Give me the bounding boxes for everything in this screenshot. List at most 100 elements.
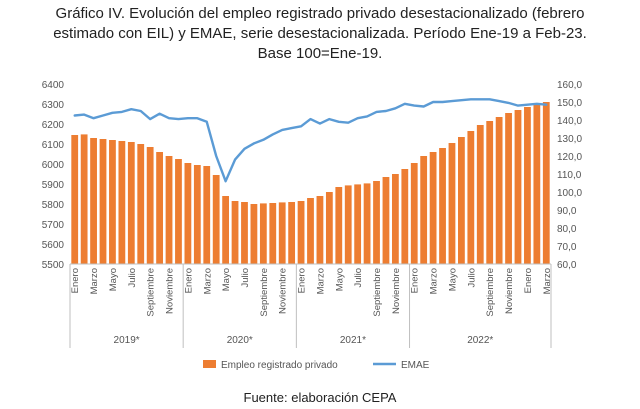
bar <box>109 140 116 264</box>
bar <box>80 134 88 264</box>
bar <box>222 196 230 264</box>
x-month-tick-label: Mayo <box>334 268 345 291</box>
y-left-tick-label: 6200 <box>42 120 65 131</box>
bar <box>307 198 314 264</box>
bar <box>420 156 428 264</box>
x-month-tick-label: Marzo <box>429 268 440 294</box>
bar <box>476 125 484 264</box>
y-right-tick-label: 90,0 <box>557 206 577 217</box>
bar <box>401 169 409 264</box>
legend-bar-label: Empleo registrado privado <box>221 360 338 371</box>
legend-line-label: EMAE <box>401 360 430 371</box>
x-month-tick-label: Septiembre <box>485 268 496 317</box>
bar <box>231 201 239 264</box>
bar <box>373 181 380 264</box>
y-right-tick-label: 60,0 <box>557 260 577 271</box>
x-month-tick-label: Septiembre <box>372 268 383 317</box>
chart-title: Gráfico IV. Evolución del empleo registr… <box>0 4 640 64</box>
bar <box>410 163 418 264</box>
x-month-tick-label: Julio <box>240 268 251 288</box>
y-right-tick-label: 120,0 <box>557 152 582 163</box>
x-month-tick-label: Marzo <box>202 268 213 294</box>
bar <box>137 144 145 264</box>
y-left-tick-label: 5600 <box>42 240 65 251</box>
bar <box>439 148 446 264</box>
bar <box>90 138 97 264</box>
bar <box>156 152 163 264</box>
bar <box>467 131 475 264</box>
x-year-label: 2019* <box>114 335 140 346</box>
x-month-tick-label: Enero <box>410 268 421 293</box>
bar <box>316 196 324 264</box>
x-month-tick-label: Enero <box>297 268 308 293</box>
y-left-tick-label: 6100 <box>42 140 65 151</box>
x-month-tick-label: Enero <box>523 268 534 293</box>
bar <box>203 166 211 264</box>
bar <box>165 156 173 264</box>
y-right-tick-label: 150,0 <box>557 98 582 109</box>
x-month-tick-label: Mayo <box>108 268 119 291</box>
bar <box>524 107 531 264</box>
y-right-tick-label: 140,0 <box>557 116 582 127</box>
legend-bar-swatch <box>203 360 216 368</box>
y-right-tick-label: 80,0 <box>557 224 577 235</box>
x-month-tick-label: Enero <box>183 268 194 293</box>
x-month-tick-label: Marzo <box>89 268 100 294</box>
x-month-tick-label: Mayo <box>221 268 232 291</box>
bar <box>71 135 79 264</box>
bar <box>146 147 154 264</box>
y-left-tick-label: 5900 <box>42 180 65 191</box>
emae-line <box>73 98 548 183</box>
x-year-label: 2020* <box>227 335 253 346</box>
y-right-tick-label: 70,0 <box>557 242 577 253</box>
bar <box>458 137 465 264</box>
bar <box>297 201 305 264</box>
x-month-tick-label: Enero <box>70 268 81 293</box>
y-left-tick-label: 6400 <box>42 80 65 91</box>
bar <box>335 187 343 264</box>
x-month-tick-label: Marzo <box>542 268 553 294</box>
bar <box>382 177 390 264</box>
x-month-tick-label: Mayo <box>447 268 458 291</box>
bar <box>325 192 333 264</box>
bar <box>363 183 371 264</box>
bar <box>514 110 522 264</box>
x-month-tick-label: Julio <box>466 268 477 288</box>
bar <box>127 142 135 264</box>
x-month-tick-label: Marzo <box>315 268 326 294</box>
y-left-tick-label: 5700 <box>42 220 65 231</box>
bar <box>99 139 107 264</box>
chart-title-line-2: estimado con EIL) y EMAE, serie desestac… <box>53 25 587 42</box>
x-year-label: 2021* <box>340 335 366 346</box>
bar <box>118 141 126 264</box>
x-month-tick-label: Septiembre <box>259 268 270 317</box>
y-right-tick-label: 160,0 <box>557 80 582 91</box>
y-right-tick-label: 100,0 <box>557 188 582 199</box>
x-month-tick-label: Noviembre <box>391 268 402 314</box>
bar <box>542 102 550 264</box>
bar <box>448 143 456 264</box>
y-left-tick-label: 6000 <box>42 160 65 171</box>
x-month-tick-label: Noviembre <box>165 268 176 314</box>
bar <box>241 202 248 264</box>
x-month-tick-label: Julio <box>127 268 138 288</box>
bar <box>269 203 277 264</box>
chart-title-line-1: Gráfico IV. Evolución del empleo registr… <box>55 5 585 22</box>
bar <box>259 203 267 264</box>
bar <box>486 121 494 264</box>
x-month-tick-label: Noviembre <box>278 268 289 314</box>
bar <box>250 204 258 264</box>
bar <box>344 185 352 264</box>
x-month-tick-label: Septiembre <box>146 268 157 317</box>
bar <box>429 152 437 264</box>
bar <box>505 113 512 264</box>
bar <box>288 202 296 264</box>
y-right-tick-label: 110,0 <box>557 170 582 181</box>
bar <box>278 202 286 264</box>
bar <box>533 105 541 264</box>
bar <box>391 174 399 264</box>
x-month-tick-label: Julio <box>353 268 364 288</box>
y-left-tick-label: 5500 <box>42 260 65 271</box>
chart-title-line-3: Base 100=Ene-19. <box>257 45 383 62</box>
